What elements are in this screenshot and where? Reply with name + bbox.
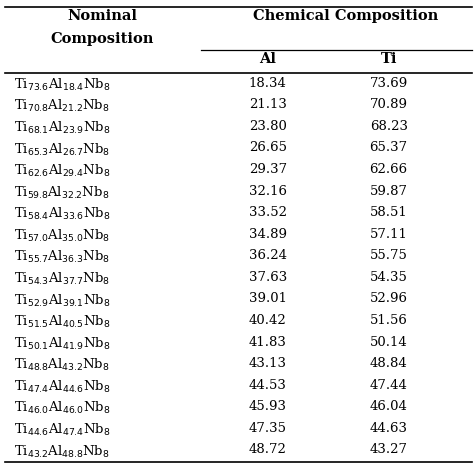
Text: Ti$_{59.8}$Al$_{32.2}$Nb$_8$: Ti$_{59.8}$Al$_{32.2}$Nb$_8$ [14,185,109,201]
Text: 43.13: 43.13 [249,357,287,370]
Text: 58.51: 58.51 [370,206,408,219]
Text: 65.37: 65.37 [370,141,408,155]
Text: Ti$_{70.8}$Al$_{21.2}$Nb$_8$: Ti$_{70.8}$Al$_{21.2}$Nb$_8$ [14,99,110,114]
Text: Ti$_{73.6}$Al$_{18.4}$Nb$_8$: Ti$_{73.6}$Al$_{18.4}$Nb$_8$ [14,77,111,93]
Text: 70.89: 70.89 [370,99,408,111]
Text: 32.16: 32.16 [249,185,287,198]
Text: Ti: Ti [381,52,397,66]
Text: Ti$_{57.0}$Al$_{35.0}$Nb$_8$: Ti$_{57.0}$Al$_{35.0}$Nb$_8$ [14,228,110,244]
Text: 23.80: 23.80 [249,120,287,133]
Text: 18.34: 18.34 [249,77,287,90]
Text: 55.75: 55.75 [370,249,408,262]
Text: 44.53: 44.53 [249,379,287,392]
Text: 29.37: 29.37 [249,163,287,176]
Text: Ti$_{62.6}$Al$_{29.4}$Nb$_8$: Ti$_{62.6}$Al$_{29.4}$Nb$_8$ [14,163,110,179]
Text: Composition: Composition [50,32,154,46]
Text: Al: Al [259,52,276,66]
Text: 62.66: 62.66 [370,163,408,176]
Text: 44.63: 44.63 [370,422,408,435]
Text: 54.35: 54.35 [370,271,408,284]
Text: Ti$_{43.2}$Al$_{48.8}$Nb$_8$: Ti$_{43.2}$Al$_{48.8}$Nb$_8$ [14,444,110,459]
Text: 68.23: 68.23 [370,120,408,133]
Text: Ti$_{52.9}$Al$_{39.1}$Nb$_8$: Ti$_{52.9}$Al$_{39.1}$Nb$_8$ [14,292,111,309]
Text: Ti$_{46.0}$Al$_{46.0}$Nb$_8$: Ti$_{46.0}$Al$_{46.0}$Nb$_8$ [14,400,111,416]
Text: 21.13: 21.13 [249,99,287,111]
Text: Ti$_{65.3}$Al$_{26.7}$Nb$_8$: Ti$_{65.3}$Al$_{26.7}$Nb$_8$ [14,141,110,157]
Text: 34.89: 34.89 [249,228,287,241]
Text: Ti$_{54.3}$Al$_{37.7}$Nb$_8$: Ti$_{54.3}$Al$_{37.7}$Nb$_8$ [14,271,110,287]
Text: 57.11: 57.11 [370,228,408,241]
Text: Ti$_{58.4}$Al$_{33.6}$Nb$_8$: Ti$_{58.4}$Al$_{33.6}$Nb$_8$ [14,206,111,222]
Text: Nominal: Nominal [67,9,137,24]
Text: 41.83: 41.83 [249,336,287,348]
Text: Ti$_{51.5}$Al$_{40.5}$Nb$_8$: Ti$_{51.5}$Al$_{40.5}$Nb$_8$ [14,314,111,330]
Text: 33.52: 33.52 [249,206,287,219]
Text: 52.96: 52.96 [370,292,408,305]
Text: 51.56: 51.56 [370,314,408,327]
Text: Chemical Composition: Chemical Composition [254,9,438,24]
Text: 39.01: 39.01 [249,292,287,305]
Text: 47.35: 47.35 [249,422,287,435]
Text: Ti$_{44.6}$Al$_{47.4}$Nb$_8$: Ti$_{44.6}$Al$_{47.4}$Nb$_8$ [14,422,111,438]
Text: Ti$_{68.1}$Al$_{23.9}$Nb$_8$: Ti$_{68.1}$Al$_{23.9}$Nb$_8$ [14,120,111,136]
Text: Ti$_{55.7}$Al$_{36.3}$Nb$_8$: Ti$_{55.7}$Al$_{36.3}$Nb$_8$ [14,249,110,265]
Text: Ti$_{47.4}$Al$_{44.6}$Nb$_8$: Ti$_{47.4}$Al$_{44.6}$Nb$_8$ [14,379,111,395]
Text: Ti$_{48.8}$Al$_{43.2}$Nb$_8$: Ti$_{48.8}$Al$_{43.2}$Nb$_8$ [14,357,110,373]
Text: 73.69: 73.69 [370,77,408,90]
Text: Ti$_{50.1}$Al$_{41.9}$Nb$_8$: Ti$_{50.1}$Al$_{41.9}$Nb$_8$ [14,336,111,352]
Text: 43.27: 43.27 [370,444,408,456]
Text: 37.63: 37.63 [249,271,287,284]
Text: 59.87: 59.87 [370,185,408,198]
Text: 26.65: 26.65 [249,141,287,155]
Text: 45.93: 45.93 [249,400,287,413]
Text: 47.44: 47.44 [370,379,408,392]
Text: 40.42: 40.42 [249,314,287,327]
Text: 48.84: 48.84 [370,357,408,370]
Text: 36.24: 36.24 [249,249,287,262]
Text: 46.04: 46.04 [370,400,408,413]
Text: 48.72: 48.72 [249,444,287,456]
Text: 50.14: 50.14 [370,336,408,348]
